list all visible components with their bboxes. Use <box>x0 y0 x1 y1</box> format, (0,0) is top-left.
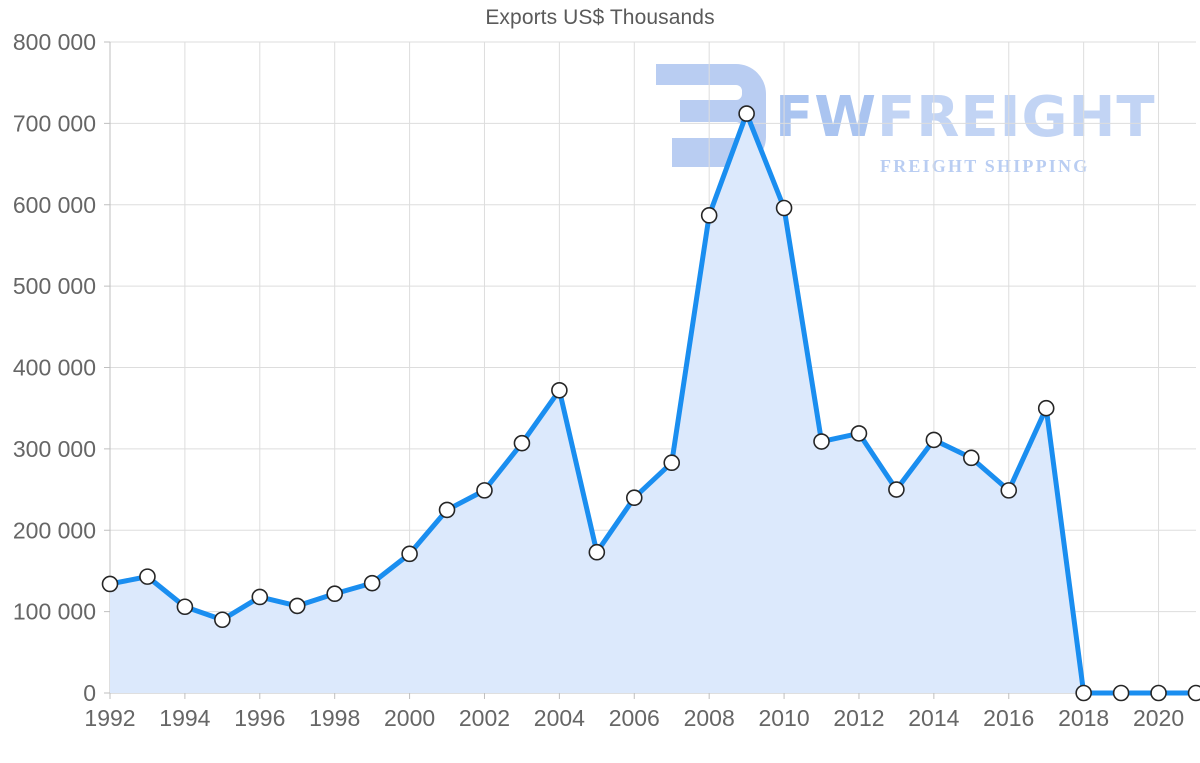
data-point-marker[interactable] <box>251 588 269 606</box>
x-axis-tick-label: 1994 <box>159 705 210 731</box>
x-axis-tick-label: 1998 <box>309 705 360 731</box>
data-point-marker[interactable] <box>925 431 943 449</box>
y-axis-tick-label: 600 000 <box>13 192 96 218</box>
x-axis-tick-label: 2002 <box>459 705 510 731</box>
data-point-marker[interactable] <box>476 482 493 499</box>
area-fill <box>110 113 1196 694</box>
data-point-marker[interactable] <box>101 575 119 593</box>
y-axis-tick-label: 100 000 <box>13 599 96 625</box>
data-point-marker[interactable] <box>214 611 231 629</box>
x-axis-tick-label: 2006 <box>609 705 660 731</box>
x-axis-tick-label: 2016 <box>983 705 1034 731</box>
data-point-marker[interactable] <box>288 597 306 615</box>
data-point-markers <box>101 105 1200 702</box>
data-point-marker[interactable] <box>588 543 606 561</box>
x-axis-tick-label: 2018 <box>1058 705 1109 731</box>
y-axis-tick-label: 200 000 <box>13 517 96 543</box>
data-point-marker[interactable] <box>775 199 793 217</box>
y-axis-tick-label: 500 000 <box>13 273 96 299</box>
data-point-marker[interactable] <box>663 454 681 472</box>
y-axis-tick-labels: 0 100 000 200 000 300 000 400 000 500 000 600 … <box>13 29 96 706</box>
data-point-marker[interactable] <box>513 434 531 452</box>
data-point-marker[interactable] <box>401 545 418 563</box>
data-point-marker[interactable] <box>963 449 980 467</box>
x-axis-tick-label: 2000 <box>384 705 435 731</box>
data-point-marker[interactable] <box>176 598 194 616</box>
data-point-marker[interactable] <box>625 489 643 507</box>
x-axis-tick-label: 2008 <box>684 705 735 731</box>
data-point-marker[interactable] <box>888 481 905 498</box>
data-point-marker[interactable] <box>1075 684 1092 702</box>
data-point-marker[interactable] <box>1187 684 1200 702</box>
data-point-marker[interactable] <box>700 207 718 224</box>
data-point-marker[interactable] <box>813 433 830 450</box>
y-axis-tick-label: 0 <box>83 680 96 706</box>
y-axis-tick-label: 800 000 <box>13 29 96 55</box>
y-axis-tick-label: 400 000 <box>13 355 96 381</box>
data-point-marker[interactable] <box>1000 482 1018 499</box>
x-axis-tick-label: 1996 <box>234 705 285 731</box>
data-point-marker[interactable] <box>1037 399 1055 417</box>
data-point-marker[interactable] <box>850 425 868 442</box>
data-point-marker[interactable] <box>551 381 568 399</box>
data-point-marker[interactable] <box>1150 684 1167 702</box>
x-axis-tick-labels: 1992 1994 1996 1998 2000 2002 2004 2006 2008 2010… <box>84 705 1184 731</box>
data-point-marker[interactable] <box>139 568 156 585</box>
y-axis-tick-label: 300 000 <box>13 436 96 462</box>
data-point-marker[interactable] <box>326 585 343 603</box>
y-axis-tick-label: 700 000 <box>13 110 96 136</box>
chart-title: Exports US$ Thousands <box>485 6 715 29</box>
data-point-marker[interactable] <box>438 501 456 519</box>
x-axis-tick-label: 1992 <box>84 705 135 731</box>
x-axis-tick-label: 2020 <box>1133 705 1184 731</box>
x-axis-tick-label: 2014 <box>908 705 959 731</box>
data-point-marker[interactable] <box>1112 684 1130 702</box>
data-point-marker[interactable] <box>363 574 381 592</box>
x-axis-tick-label: 2004 <box>534 705 585 731</box>
x-axis-tick-label: 2012 <box>833 705 884 731</box>
x-axis-tick-label: 2010 <box>758 705 809 731</box>
data-point-marker[interactable] <box>738 105 755 122</box>
